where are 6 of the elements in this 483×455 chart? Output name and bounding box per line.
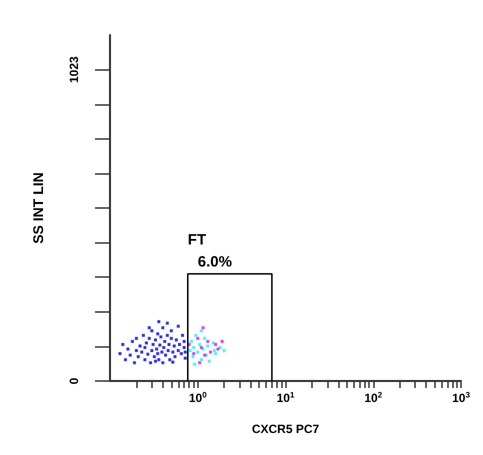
- annotation: FT: [188, 231, 206, 248]
- y-tick-label: 0: [67, 377, 81, 384]
- annotation: 6.0%: [198, 253, 232, 270]
- x-axis-title: CXCR5 PC7: [252, 422, 320, 436]
- y-tick-label: 1023: [67, 56, 81, 84]
- y-axis-title: SS INT LIN: [30, 172, 46, 244]
